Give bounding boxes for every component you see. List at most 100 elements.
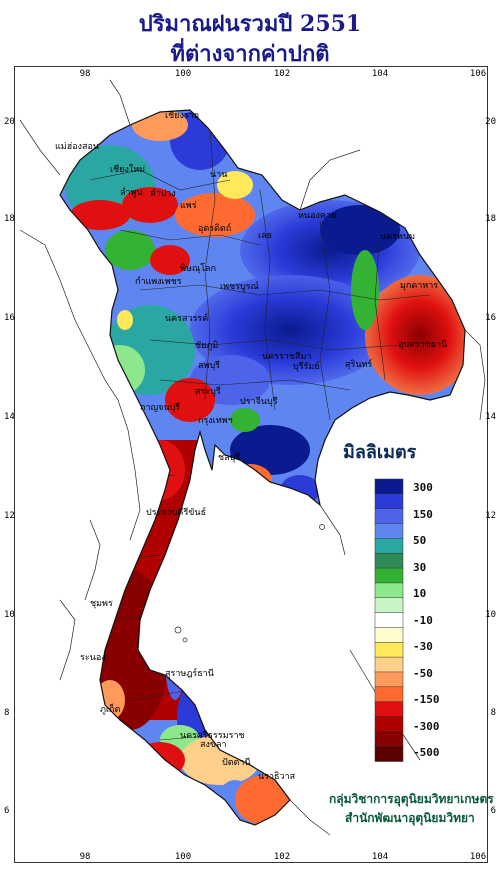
lat-tick-left: 8: [4, 708, 9, 718]
credit-line-2: สำนักพัฒนาอุตุนิยมวิทยา: [345, 811, 475, 825]
neighbor-borders: [19, 79, 486, 836]
city-label: ประจวบคีรีขันธ์: [146, 506, 206, 518]
legend-swatch: [374, 552, 404, 569]
legend-swatch: [374, 582, 404, 599]
lat-tick-left: 16: [4, 313, 15, 323]
city-label: เลย: [258, 231, 272, 241]
city-label: มุกดาหาร: [400, 281, 438, 291]
lat-tick-left: 12: [4, 511, 15, 521]
legend-swatch: [374, 612, 404, 629]
legend-swatch: [374, 656, 404, 673]
city-label: หนองคาย: [298, 211, 336, 221]
legend-label: -150: [413, 693, 440, 706]
city-label: กำแพงเพชร: [135, 276, 182, 287]
city-label: ปราจีนบุรี: [240, 396, 278, 407]
legend-label: 150: [413, 508, 433, 521]
legend-label: -300: [413, 720, 440, 733]
lat-tick-right: 16: [485, 313, 496, 323]
legend-title: มิลลิเมตร: [343, 442, 417, 463]
legend-swatch: [374, 701, 404, 718]
legend-label: 30: [413, 561, 427, 574]
lon-tick-top: 106: [470, 69, 486, 79]
city-label: ลำปาง: [150, 188, 176, 199]
city-label: บุรีรัมย์: [293, 360, 320, 372]
city-label: ปัตตานี: [222, 757, 251, 768]
legend-swatch: [374, 671, 404, 688]
city-label: สุราษฎร์ธานี: [165, 667, 214, 679]
lat-tick-right: 18: [485, 214, 496, 224]
lat-tick-right: 12: [485, 511, 496, 521]
city-label: นครศรีธรรมราช: [180, 730, 245, 741]
city-label: ชุมพร: [90, 599, 113, 609]
city-label: ชลบุรี: [218, 452, 240, 463]
credit-line-1: กลุ่มวิชาการอุตุนิยมวิทยาเกษตร: [329, 792, 494, 806]
lon-tick-top: 98: [80, 69, 91, 79]
lon-tick-top: 104: [372, 69, 388, 79]
legend-swatch: [374, 493, 404, 510]
city-label: น่าน: [210, 170, 227, 180]
city-label: แพร่: [180, 201, 197, 211]
city-label: กาญจนบุรี: [140, 402, 180, 413]
city-label: นครสวรรค์: [165, 312, 208, 324]
islands: [174, 524, 325, 643]
legend-swatch: [374, 745, 404, 762]
legend-swatch: [374, 627, 404, 644]
province-borders: [89, 129, 431, 741]
map-title: ปริมาณฝนรวมปี 2551: [138, 11, 362, 37]
lon-tick-bottom: 102: [274, 852, 290, 862]
lon-tick-bottom: 104: [372, 852, 388, 862]
lat-tick-left: 6: [4, 806, 9, 816]
legend-label: 10: [413, 587, 427, 600]
legend-label: -30: [413, 640, 433, 653]
legend-label: 300: [413, 481, 433, 494]
city-label: เชียงใหม่: [110, 164, 145, 175]
city-label: เพชรบูรณ์: [220, 280, 259, 292]
lon-tick-bottom: 106: [470, 852, 486, 862]
city-label: สระบุรี: [195, 386, 221, 397]
city-label: นครพนม: [380, 232, 415, 242]
legend-label: -500: [413, 746, 440, 759]
city-label: ระนอง: [80, 653, 106, 663]
city-label: แม่ฮ่องสอน: [55, 142, 99, 152]
city-label: ภูเก็ต: [100, 702, 120, 715]
legend-swatch: [374, 567, 404, 584]
lat-tick-right: 10: [485, 610, 496, 620]
city-label: สุรินทร์: [345, 358, 372, 370]
legend-label: 50: [413, 534, 427, 547]
city-label: สงขลา: [200, 740, 227, 750]
map-subtitle: ที่ต่างจากค่าปกติ: [170, 41, 330, 67]
legend-swatch: [374, 731, 404, 747]
lon-tick-bottom: 98: [80, 852, 91, 862]
city-label: พิษณุโลก: [180, 263, 216, 274]
lat-tick-right: 14: [485, 412, 496, 422]
legend-swatch: [374, 508, 404, 525]
legend-swatch: [374, 686, 404, 703]
city-label: เชียงราย: [165, 110, 199, 121]
city-label: อุบลราชธานี: [398, 339, 447, 350]
city-label: กรุงเทพฯ: [198, 416, 233, 426]
lat-tick-left: 14: [4, 412, 15, 422]
legend-swatch: [374, 523, 404, 540]
lat-tick-right: 6: [491, 806, 496, 816]
city-label: นราธิวาส: [258, 771, 296, 782]
legend-swatch: [374, 642, 404, 658]
legend-swatch: [374, 716, 404, 733]
lon-tick-top: 102: [274, 69, 290, 79]
lon-tick-bottom: 100: [175, 852, 191, 862]
lat-tick-left: 10: [4, 610, 15, 620]
legend-swatch: [374, 597, 404, 614]
city-label: ชัยภูมิ: [195, 340, 218, 351]
legend-swatch: [374, 538, 404, 554]
lat-tick-left: 20: [4, 117, 15, 127]
lon-tick-top: 100: [175, 69, 191, 79]
lat-tick-right: 8: [491, 708, 496, 718]
city-label: อุตรดิตถ์: [198, 222, 231, 234]
lat-tick-right: 20: [485, 117, 496, 127]
legend-label: -50: [413, 667, 433, 680]
legend-label: -10: [413, 614, 433, 627]
legend-swatch: [374, 478, 404, 495]
city-label: ลพบุรี: [198, 360, 220, 371]
lat-tick-left: 18: [4, 214, 15, 224]
city-label: ลำพูน: [120, 187, 143, 198]
